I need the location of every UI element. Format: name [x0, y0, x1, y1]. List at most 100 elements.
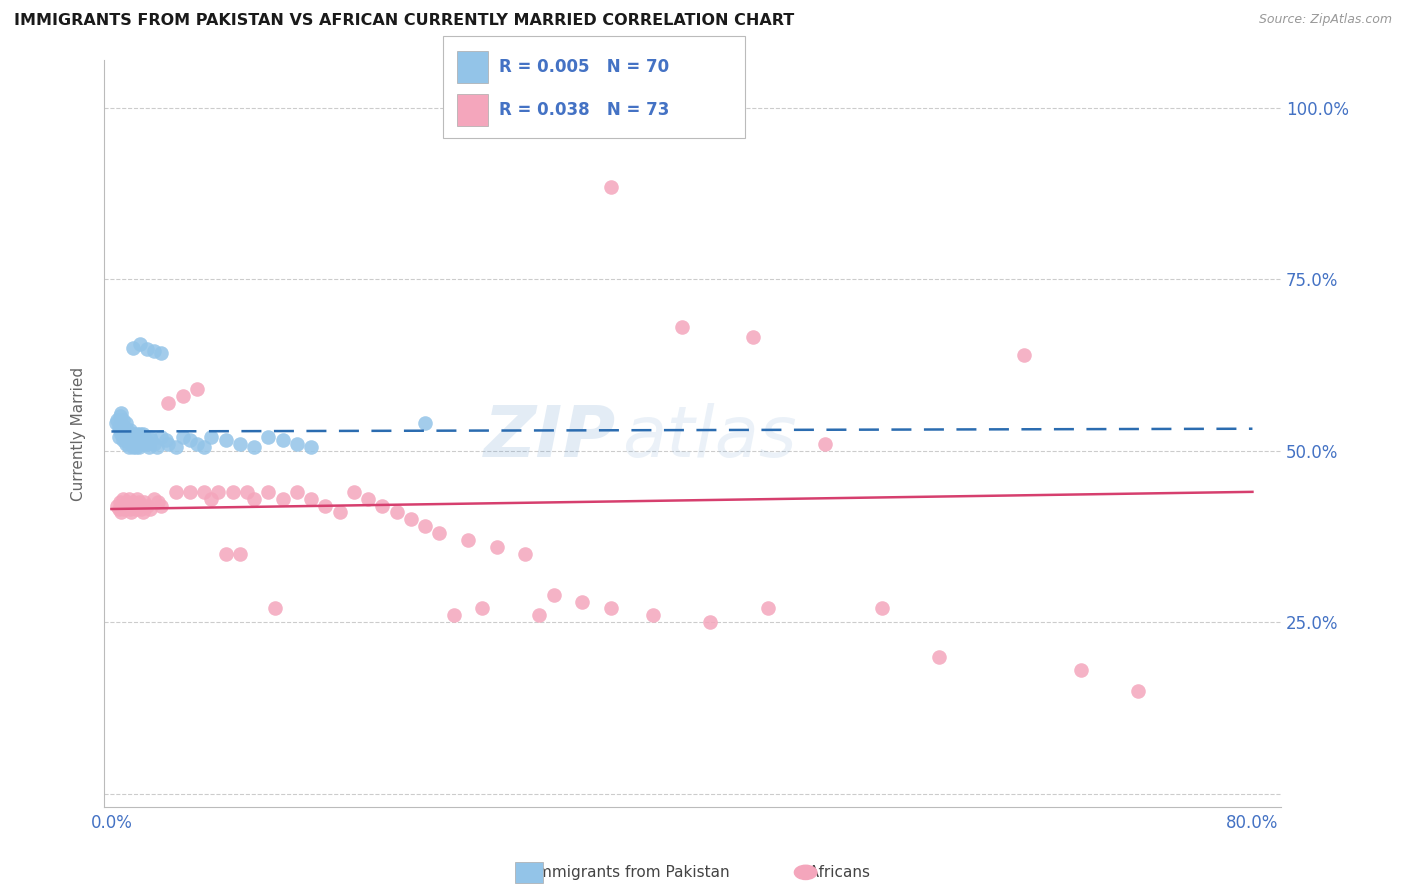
- Point: [146, 440, 169, 454]
- Point: [172, 389, 194, 403]
- Point: [236, 484, 259, 499]
- Point: [443, 608, 465, 623]
- Point: [114, 426, 136, 441]
- Point: [143, 437, 166, 451]
- Text: Source: ZipAtlas.com: Source: ZipAtlas.com: [1258, 13, 1392, 27]
- Point: [111, 434, 134, 448]
- Point: [271, 491, 294, 506]
- Point: [105, 413, 128, 427]
- Point: [243, 440, 266, 454]
- Point: [134, 495, 156, 509]
- Point: [1128, 683, 1150, 698]
- Point: [121, 495, 143, 509]
- Point: [543, 588, 565, 602]
- Point: [870, 601, 893, 615]
- Point: [121, 430, 143, 444]
- Point: [756, 601, 779, 615]
- Point: [157, 437, 180, 451]
- Point: [129, 499, 152, 513]
- Point: [471, 601, 494, 615]
- Point: [117, 440, 139, 454]
- Point: [243, 491, 266, 506]
- Point: [118, 423, 141, 437]
- Point: [108, 423, 131, 437]
- Point: [110, 416, 132, 430]
- Point: [485, 540, 508, 554]
- Point: [108, 495, 131, 509]
- Point: [186, 382, 208, 396]
- Point: [115, 495, 138, 509]
- Point: [200, 430, 222, 444]
- Point: [157, 395, 180, 409]
- Point: [699, 615, 721, 630]
- Point: [172, 430, 194, 444]
- Point: [107, 502, 129, 516]
- Point: [179, 484, 201, 499]
- Point: [122, 426, 145, 441]
- Point: [257, 430, 280, 444]
- Point: [120, 505, 142, 519]
- Point: [104, 416, 127, 430]
- Point: [742, 330, 765, 344]
- Point: [110, 406, 132, 420]
- Point: [124, 430, 146, 444]
- Point: [139, 430, 162, 444]
- Point: [114, 499, 136, 513]
- Point: [122, 499, 145, 513]
- Point: [271, 434, 294, 448]
- Point: [127, 437, 149, 451]
- Point: [105, 499, 128, 513]
- Point: [143, 344, 166, 359]
- Point: [148, 495, 170, 509]
- Point: [135, 434, 157, 448]
- Point: [150, 499, 173, 513]
- Point: [139, 502, 162, 516]
- Point: [285, 437, 308, 451]
- Point: [229, 437, 252, 451]
- Point: [111, 423, 134, 437]
- Point: [122, 437, 145, 451]
- Point: [299, 440, 322, 454]
- Point: [229, 547, 252, 561]
- Text: IMMIGRANTS FROM PAKISTAN VS AFRICAN CURRENTLY MARRIED CORRELATION CHART: IMMIGRANTS FROM PAKISTAN VS AFRICAN CURR…: [14, 13, 794, 29]
- Point: [264, 601, 287, 615]
- Point: [165, 484, 187, 499]
- Point: [111, 413, 134, 427]
- Point: [643, 608, 665, 623]
- Point: [114, 437, 136, 451]
- Point: [1012, 348, 1035, 362]
- Point: [357, 491, 380, 506]
- Point: [117, 430, 139, 444]
- Point: [513, 547, 536, 561]
- Point: [193, 484, 215, 499]
- Point: [143, 491, 166, 506]
- Point: [413, 519, 436, 533]
- Point: [115, 423, 138, 437]
- Point: [129, 437, 152, 451]
- Point: [112, 419, 135, 434]
- Point: [120, 426, 142, 441]
- Point: [110, 505, 132, 519]
- Point: [134, 430, 156, 444]
- Text: R = 0.038   N = 73: R = 0.038 N = 73: [499, 101, 669, 119]
- Point: [131, 502, 153, 516]
- Point: [399, 512, 422, 526]
- Point: [118, 434, 141, 448]
- Point: [112, 502, 135, 516]
- Y-axis label: Currently Married: Currently Married: [72, 367, 86, 500]
- Point: [128, 440, 150, 454]
- Point: [128, 430, 150, 444]
- Point: [117, 491, 139, 506]
- Point: [129, 337, 152, 351]
- Point: [343, 484, 366, 499]
- Point: [132, 426, 155, 441]
- Point: [132, 505, 155, 519]
- Point: [1070, 663, 1092, 677]
- Point: [165, 440, 187, 454]
- Text: Africans: Africans: [794, 865, 870, 880]
- Text: ZIP: ZIP: [484, 403, 616, 472]
- Point: [131, 434, 153, 448]
- Point: [132, 437, 155, 451]
- Point: [257, 484, 280, 499]
- Point: [457, 533, 479, 547]
